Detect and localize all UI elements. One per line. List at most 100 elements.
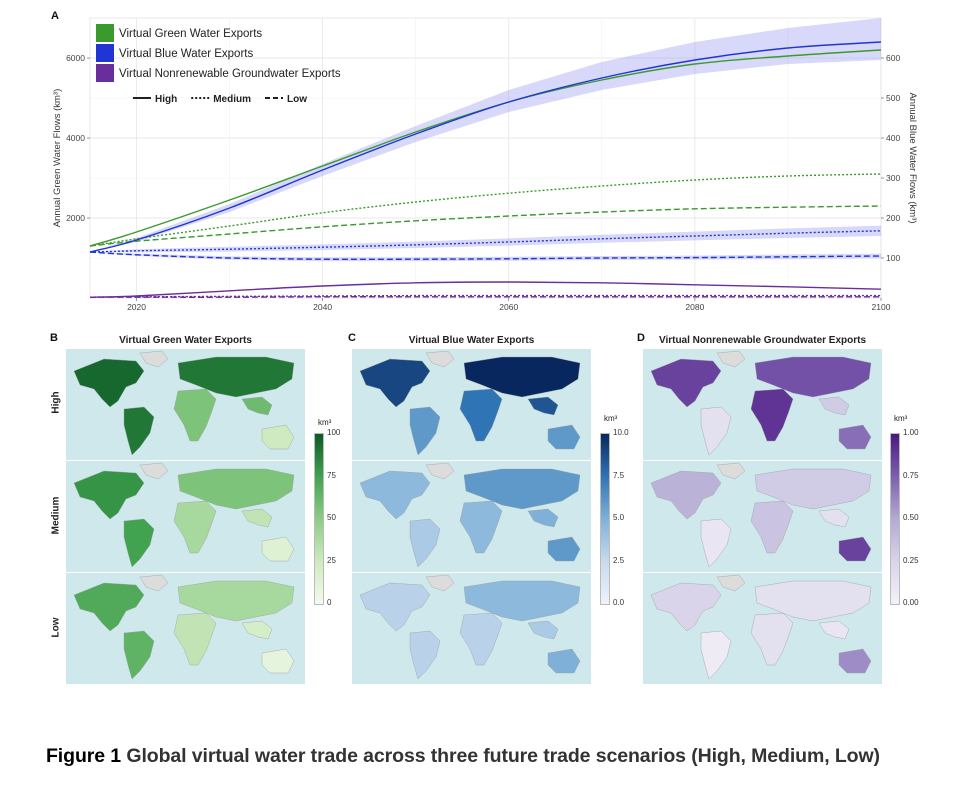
map-region (177, 356, 295, 398)
map-region (139, 574, 169, 592)
legend-label: Virtual Green Water Exports (119, 28, 262, 40)
series-line (89, 281, 882, 298)
map-region (650, 582, 722, 632)
series-line (89, 41, 882, 253)
panel-letter-a: A (51, 10, 59, 22)
map-region (359, 358, 431, 408)
map-svg (359, 350, 581, 456)
colorbar-tick-label: 0.00 (903, 598, 919, 607)
map-region (409, 518, 441, 568)
map-region (73, 582, 145, 632)
map-region (173, 612, 217, 666)
x-tick-label: 2100 (872, 302, 891, 312)
map-region (241, 620, 273, 640)
map-region (547, 424, 581, 450)
map-region (177, 580, 295, 622)
panel-letter-c: C (348, 332, 356, 344)
y2-tick-label: 400 (886, 133, 900, 143)
map-region (650, 358, 722, 408)
map-region (818, 620, 850, 640)
colorbar-green (314, 433, 324, 605)
map-svg (73, 350, 295, 456)
map-svg (73, 574, 295, 680)
map-region (527, 396, 559, 416)
colorbar-tick-label: 0 (327, 598, 332, 607)
colorbar-tick-label: 10.0 (613, 428, 629, 437)
map-region (527, 508, 559, 528)
map-region (459, 612, 503, 666)
legend-label: Virtual Blue Water Exports (119, 48, 253, 60)
map-region (750, 500, 794, 554)
series-line (89, 230, 882, 253)
y-axis-label: Annual Green Water Flows (km³) (52, 89, 63, 228)
colorbar-tick-label: 0.50 (903, 513, 919, 522)
map-region (750, 388, 794, 442)
map-region (818, 508, 850, 528)
map-svg (650, 574, 872, 680)
panel-letter-b: B (50, 332, 58, 344)
colorbar-tick-label: 2.5 (613, 555, 625, 565)
map-region (463, 356, 581, 398)
map-region (425, 462, 455, 480)
colorbar-tick-label: 25 (327, 555, 336, 565)
colorbar-unit-green: km³ (318, 418, 332, 427)
x-tick-label: 2040 (313, 302, 332, 312)
map-region (241, 396, 273, 416)
y-tick-label: 4000 (66, 133, 85, 143)
map-region (838, 536, 872, 562)
world-map (66, 461, 305, 572)
map-svg (650, 350, 872, 456)
map-region (716, 462, 746, 480)
y2-tick-label: 200 (886, 213, 900, 223)
map-region (177, 468, 295, 510)
series-line (89, 49, 882, 247)
colorbar-blue (600, 433, 610, 605)
map-svg (359, 574, 581, 680)
series-line (89, 173, 882, 247)
map-region (261, 536, 295, 562)
map-svg (359, 462, 581, 568)
linetype-label: High (155, 94, 177, 105)
map-region (241, 508, 273, 528)
figure-caption-text: Global virtual water trade across three … (126, 745, 880, 767)
colorbar-tick-label: 7.5 (613, 470, 625, 480)
map-region (527, 620, 559, 640)
map-region (838, 648, 872, 674)
map-region (750, 612, 794, 666)
map-region (173, 388, 217, 442)
map-region (754, 580, 872, 622)
y2-axis-label: Annual Blue Water Flows (km³) (907, 92, 918, 223)
map-title-groundwater: Virtual Nonrenewable Groundwater Exports (658, 335, 867, 346)
map-region (425, 574, 455, 592)
map-region (700, 518, 732, 568)
x-tick-label: 2060 (499, 302, 518, 312)
map-region (754, 356, 872, 398)
map-region (359, 582, 431, 632)
map-region (139, 350, 169, 368)
map-region (716, 350, 746, 368)
series-line (89, 205, 882, 247)
colorbar-tick-label: 100 (327, 428, 341, 437)
series-line (89, 294, 881, 298)
map-region (463, 580, 581, 622)
colorbar-unit-blue: km³ (604, 414, 618, 423)
y2-tick-label: 100 (886, 253, 900, 263)
map-title-blue: Virtual Blue Water Exports (408, 335, 535, 346)
map-region (123, 630, 155, 680)
map-region (700, 630, 732, 680)
figure-label: Figure 1 (46, 745, 122, 767)
colorbar-groundwater (890, 433, 900, 605)
map-region (409, 630, 441, 680)
map-svg (73, 462, 295, 568)
row-label-high: High (50, 391, 62, 414)
map-region (547, 536, 581, 562)
map-region (547, 648, 581, 674)
y-tick-label: 2000 (66, 213, 85, 223)
map-region (459, 500, 503, 554)
world-map (643, 573, 882, 684)
map-region (261, 648, 295, 674)
uncertainty-band (90, 18, 881, 252)
panel-letter-d: D (637, 332, 645, 344)
map-title-green: Virtual Green Water Exports (119, 335, 252, 346)
colorbar-unit-groundwater: km³ (894, 414, 908, 423)
